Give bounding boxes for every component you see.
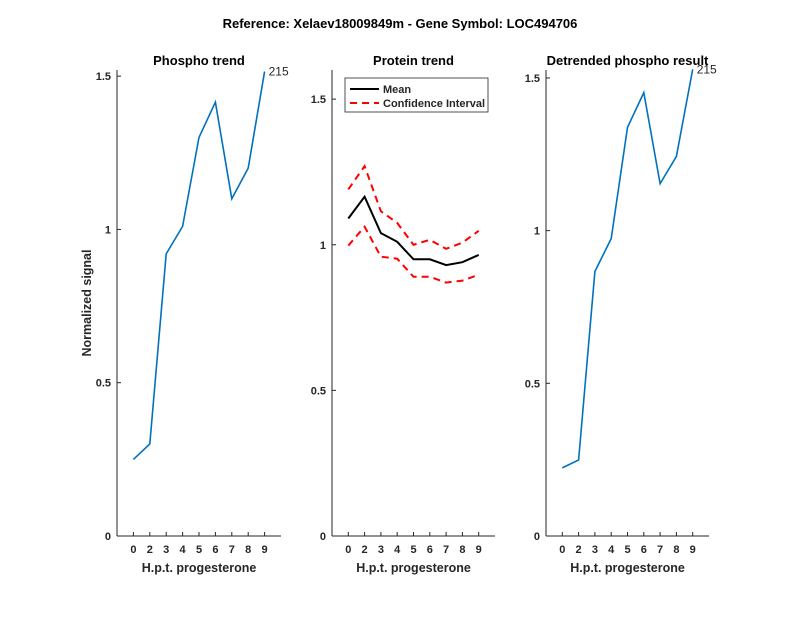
point-annotation: 215: [269, 65, 289, 79]
y-tick-label: 1: [534, 226, 540, 238]
x-tick-label: 9: [262, 544, 268, 556]
x-tick-label: 8: [673, 544, 679, 556]
x-tick-label: 2: [362, 544, 368, 556]
point-annotation: 215: [697, 62, 717, 76]
y-tick-label: 0.5: [96, 378, 111, 390]
x-axis-label: H.p.t. progesterone: [142, 561, 257, 575]
ci-lower-line: [347, 224, 480, 284]
y-tick-label: 1: [320, 240, 326, 252]
y-tick-label: 0: [320, 531, 326, 543]
x-tick-label: 2: [576, 544, 582, 556]
x-tick-label: 7: [229, 544, 235, 556]
legend-box: [344, 77, 489, 113]
x-tick-label: 8: [459, 544, 465, 556]
mean-line: [347, 194, 480, 267]
y-tick-label: 1.5: [311, 94, 326, 106]
y-axis-label: Normalized signal: [80, 250, 94, 357]
x-tick-label: 8: [245, 544, 251, 556]
x-tick-label: 5: [196, 544, 202, 556]
x-tick-label: 7: [657, 544, 663, 556]
y-tick-label: 1.5: [96, 71, 111, 83]
x-tick-label: 6: [641, 544, 647, 556]
x-tick-label: 4: [608, 544, 615, 556]
x-tick-label: 6: [427, 544, 433, 556]
legend-entry: Confidence Interval: [383, 98, 485, 110]
y-tick-label: 1.5: [525, 73, 540, 85]
x-axis-label: H.p.t. progesterone: [356, 561, 471, 575]
panel-title: Phospho trend: [153, 53, 245, 68]
x-axis-label: H.p.t. progesterone: [570, 561, 685, 575]
x-tick-label: 3: [163, 544, 169, 556]
y-tick-label: 0: [105, 531, 111, 543]
x-tick-label: 0: [345, 544, 351, 556]
x-tick-label: 3: [378, 544, 384, 556]
legend-entry: Mean: [383, 84, 411, 96]
x-tick-label: 4: [180, 544, 187, 556]
panel-title: Detrended phospho result: [547, 53, 709, 68]
y-tick-label: 0.5: [311, 385, 326, 397]
x-tick-label: 5: [410, 544, 416, 556]
x-tick-label: 9: [690, 544, 696, 556]
y-tick-label: 0: [534, 531, 540, 543]
series-line: [561, 69, 694, 469]
series-line: [132, 71, 266, 460]
x-tick-label: 0: [130, 544, 136, 556]
x-tick-label: 4: [394, 544, 401, 556]
x-tick-label: 3: [592, 544, 598, 556]
ci-upper-line: [347, 163, 480, 250]
x-tick-label: 7: [443, 544, 449, 556]
x-tick-label: 6: [212, 544, 218, 556]
x-tick-label: 2: [147, 544, 153, 556]
panel-title: Protein trend: [373, 53, 454, 68]
x-tick-label: 9: [476, 544, 482, 556]
figure-title: Reference: Xelaev18009849m - Gene Symbol…: [223, 16, 578, 31]
x-tick-label: 0: [559, 544, 565, 556]
x-tick-label: 5: [624, 544, 630, 556]
y-tick-label: 1: [105, 224, 111, 236]
legend: Mean Confidence Interval: [344, 77, 489, 113]
y-tick-label: 0.5: [525, 378, 540, 390]
